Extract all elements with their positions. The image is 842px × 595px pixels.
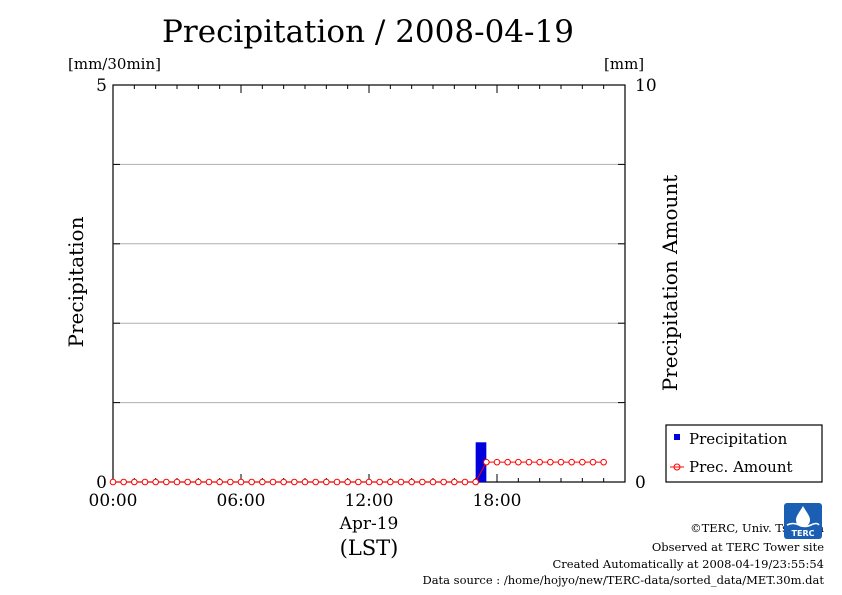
logo-text: TERC [792,529,815,538]
plot-frame [112,84,626,483]
tick-labels: 00:00 06:00 12:00 18:00 0 5 0 10 [89,76,657,511]
x-tick-label: 18:00 [473,491,522,511]
amount-marker [173,478,181,486]
amount-marker [536,458,543,466]
y-tick-label-right: 0 [635,473,646,493]
x-tick-label: 06:00 [217,491,266,511]
x-axis-timezone-label: (LST) [339,536,399,560]
precipitation-bars [475,442,487,482]
amount-marker [376,478,383,486]
x-axis-date-label: Apr-19 [339,514,399,534]
amount-marker [280,478,287,486]
amount-marker [493,458,501,466]
amount-marker [472,478,479,486]
amount-marker [131,478,138,486]
logo-wave-icon [786,522,820,528]
amount-marker [184,478,191,486]
amount-marker [291,478,298,486]
legend-amount-label: Prec. Amount [689,458,793,476]
y-tick-label-right: 10 [635,76,657,96]
amount-marker [355,478,362,486]
amount-marker [152,478,159,486]
amount-marker [579,458,586,466]
amount-marker [461,478,469,486]
amount-marker [195,478,202,486]
amount-marker [397,478,405,486]
credit-created: Created Automatically at 2008-04-19/23:5… [552,557,825,571]
amount-marker [451,478,458,486]
amount-marker [216,478,223,486]
amount-marker [589,458,597,466]
x-tick-label: 00:00 [89,491,138,511]
amount-marker [600,458,607,466]
amount-marker [515,458,522,466]
amount-marker [259,478,266,486]
amount-marker [504,458,511,466]
amount-marker [408,478,415,486]
amount-marker [557,458,565,466]
amount-marker [333,478,341,486]
amount-marker [483,458,490,466]
amount-marker [429,478,437,486]
y-tick-label-left: 0 [96,473,107,493]
legend-precipitation-label: Precipitation [689,430,788,448]
amount-marker [205,478,213,486]
amount-marker [365,478,373,486]
amount-marker [568,458,575,466]
logo-drop-icon [796,506,810,527]
amount-marker [109,478,117,486]
legend: Precipitation Prec. Amount [665,424,823,483]
chart-title: Precipitation / 2008-04-19 [162,14,574,50]
terc-logo-icon: TERC [784,503,822,539]
legend-precipitation-swatch [674,434,680,440]
legend-box [665,424,823,483]
amount-marker [141,478,149,486]
amount-marker [525,458,533,466]
credit-source: Data source : /home/hojyo/new/TERC-data/… [422,573,824,587]
credit-site: Observed at TERC Tower site [651,540,824,554]
x-tick-label: 12:00 [345,491,394,511]
amount-series [109,458,607,486]
precipitation-bar [475,442,487,482]
amount-marker [269,478,277,486]
amount-marker [440,478,447,486]
amount-marker [387,478,394,486]
amount-marker [248,478,255,486]
legend-amount-marker [673,463,681,471]
y-tick-label-left: 5 [96,76,107,96]
amount-marker [547,458,554,466]
amount-marker [419,478,426,486]
axis-ticks [112,84,626,483]
amount-marker [301,478,309,486]
amount-marker [163,478,170,486]
grid-lines [113,163,625,404]
right-axis-unit: [mm] [604,55,645,73]
amount-marker [312,478,319,486]
amount-marker [120,478,127,486]
amount-marker [344,478,351,486]
amount-marker [323,478,330,486]
amount-marker [237,478,245,486]
left-axis-unit: [mm/30min] [68,55,161,73]
amount-marker [227,478,234,486]
